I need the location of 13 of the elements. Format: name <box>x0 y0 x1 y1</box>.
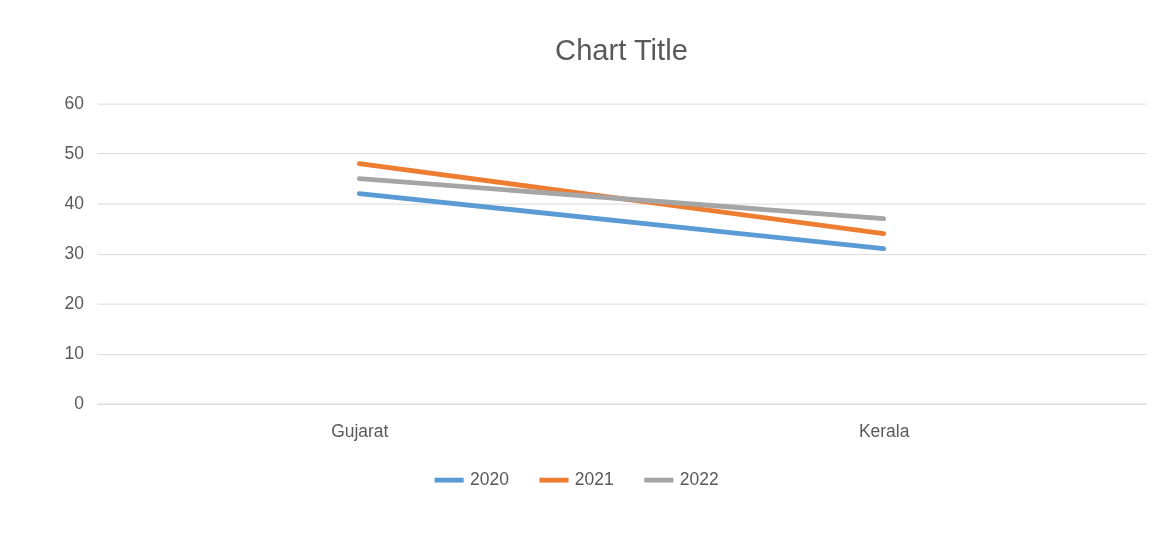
y-tick-label: 40 <box>64 192 85 213</box>
y-tick-label: 10 <box>64 343 85 363</box>
legend-label: 2021 <box>574 469 614 489</box>
y-tick-label: 50 <box>64 142 85 163</box>
legend-label: 2022 <box>679 469 719 489</box>
legend-label: 2020 <box>469 469 510 489</box>
y-tick-label: 60 <box>64 92 85 113</box>
chart-title: Chart Title <box>555 33 688 66</box>
x-tick-label: Kerala <box>858 421 910 442</box>
y-tick-label: 20 <box>64 292 85 313</box>
y-tick-label: 0 <box>74 393 85 414</box>
x-tick-label: Gujarat <box>331 421 389 442</box>
y-tick-label: 30 <box>64 242 85 263</box>
